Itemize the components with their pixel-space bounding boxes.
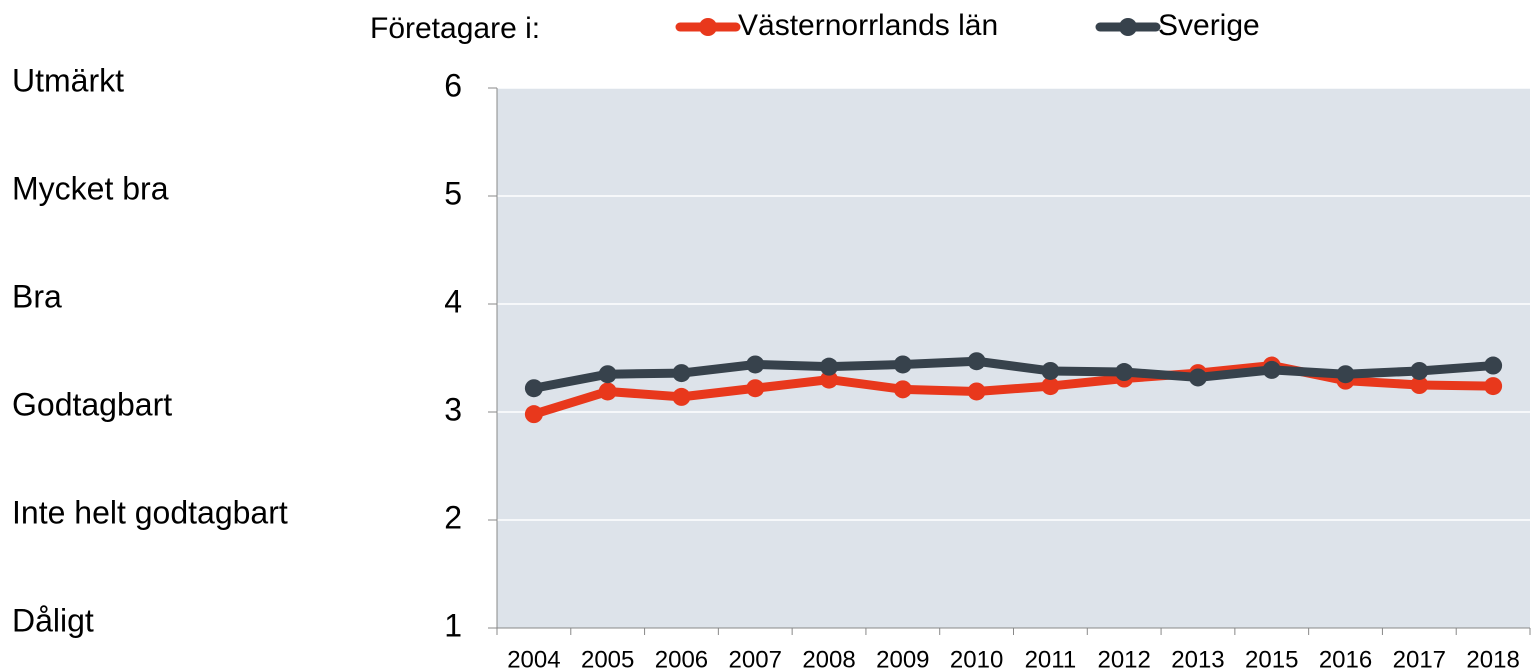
point xyxy=(820,370,839,389)
x-tick-label: 2008 xyxy=(802,646,855,672)
y-tick-label: 1 xyxy=(444,607,462,643)
x-tick-label: 2012 xyxy=(1097,646,1150,672)
point xyxy=(1410,361,1429,380)
point xyxy=(746,379,765,398)
point xyxy=(1410,376,1429,394)
legend-title: Företagare i: xyxy=(370,12,540,45)
point xyxy=(1336,365,1355,384)
x-tick-label: 2010 xyxy=(950,646,1003,672)
rating-label: Dåligt xyxy=(12,602,94,638)
point xyxy=(967,352,986,371)
legend-marker xyxy=(699,18,717,36)
x-tick-label: 2016 xyxy=(1319,646,1372,672)
series-line xyxy=(532,361,1494,419)
point xyxy=(598,365,617,384)
x-tick-label: 2011 xyxy=(1025,646,1077,672)
rating-label: Inte helt godtagbart xyxy=(12,494,288,530)
legend-label: Västernorrlands län xyxy=(738,9,998,42)
rating-label: Utmärkt xyxy=(12,62,124,98)
x-tick-label: 2006 xyxy=(655,646,708,672)
point xyxy=(746,355,765,374)
point xyxy=(967,382,986,401)
rating-label: Bra xyxy=(12,278,62,314)
point xyxy=(1484,377,1503,396)
point xyxy=(598,382,617,401)
y-tick-label: 3 xyxy=(444,391,462,427)
point xyxy=(893,355,912,374)
point xyxy=(1188,368,1207,387)
x-tick-label: 2017 xyxy=(1393,646,1446,672)
point xyxy=(1262,360,1281,379)
y-tick-label: 5 xyxy=(444,175,462,211)
y-tick-label: 4 xyxy=(444,283,462,319)
point xyxy=(1484,356,1503,375)
legend-marker xyxy=(1119,18,1137,36)
rating-label: Godtagbart xyxy=(12,386,172,422)
point xyxy=(524,379,543,398)
plot-area xyxy=(497,88,1530,628)
x-tick-label: 2009 xyxy=(876,646,929,672)
legend-label: Sverige xyxy=(1158,9,1260,42)
point xyxy=(672,387,691,406)
x-tick-label: 2005 xyxy=(581,646,634,672)
point xyxy=(524,405,543,424)
x-tick-label: 2004 xyxy=(507,646,560,672)
y-tick-label: 2 xyxy=(444,499,462,535)
y-tick-label: 6 xyxy=(444,67,462,103)
x-tick-label: 2018 xyxy=(1466,646,1519,672)
x-tick-label: 2007 xyxy=(729,646,782,672)
series-line xyxy=(533,356,1494,393)
point xyxy=(820,357,839,376)
point xyxy=(672,364,691,383)
rating-label: Mycket bra xyxy=(12,170,169,206)
point xyxy=(893,380,912,399)
point xyxy=(1041,361,1060,380)
x-tick-label: 2015 xyxy=(1245,646,1298,672)
x-tick-label: 2013 xyxy=(1171,646,1224,672)
point xyxy=(1041,377,1060,396)
point xyxy=(1115,363,1134,382)
